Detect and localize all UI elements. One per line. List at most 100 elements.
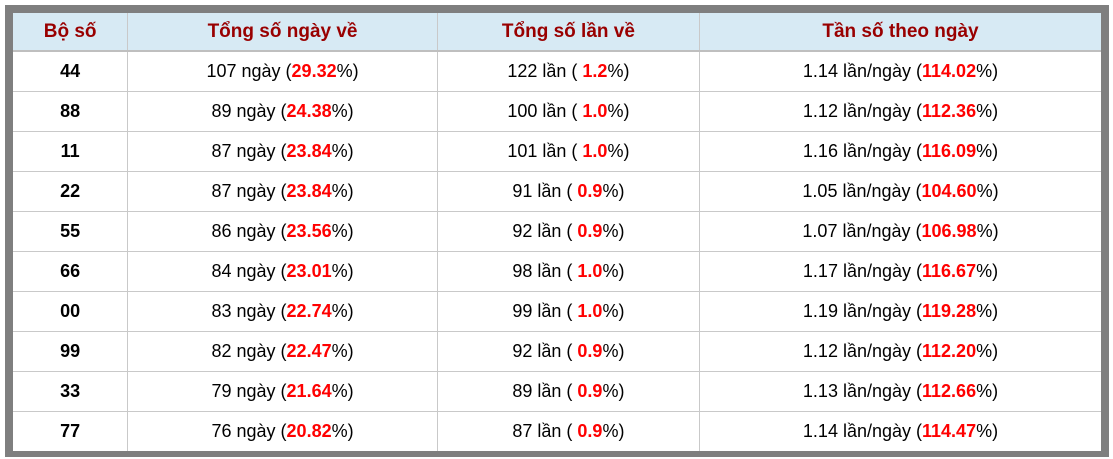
times-text-pre: 101 lần ( <box>507 140 583 161</box>
stats-table-frame: Bộ số Tổng số ngày về Tổng số lần về Tần… <box>5 5 1109 457</box>
times-text-post: %) <box>607 100 630 121</box>
times-text-pre: 89 lần ( <box>512 380 578 401</box>
freq-text-post: %) <box>976 180 999 201</box>
days-text-pre: 89 ngày ( <box>211 100 287 121</box>
days-percent-value: 22.47 <box>286 340 332 361</box>
times-cell: 92 lần ( 0.9%) <box>437 331 701 372</box>
days-text-post: %) <box>331 140 354 161</box>
times-text-post: %) <box>607 140 630 161</box>
header-row: Bộ số Tổng số ngày về Tổng số lần về Tần… <box>13 13 1101 52</box>
pair-cell: 11 <box>13 131 129 172</box>
times-text-post: %) <box>602 260 625 281</box>
times-text-post: %) <box>602 220 625 241</box>
column-header-freq: Tần số theo ngày <box>699 13 1101 52</box>
times-cell: 99 lần ( 1.0%) <box>437 291 701 332</box>
freq-text-post: %) <box>976 140 999 161</box>
table-row: 33 79 ngày (21.64%) 89 lần ( 0.9%) 1.13 … <box>13 371 1101 412</box>
times-percent-value: 0.9 <box>577 220 603 241</box>
days-percent-value: 22.74 <box>286 300 332 321</box>
times-percent-value: 1.0 <box>582 140 608 161</box>
freq-percent-value: 106.98 <box>921 220 977 241</box>
freq-text-post: %) <box>976 100 999 121</box>
days-text-post: %) <box>331 220 354 241</box>
days-text-post: %) <box>331 180 354 201</box>
pair-cell: 77 <box>13 411 129 451</box>
times-text-post: %) <box>602 380 625 401</box>
pair-cell: 88 <box>13 91 129 132</box>
times-cell: 89 lần ( 0.9%) <box>437 371 701 412</box>
days-percent-value: 29.32 <box>291 60 337 81</box>
times-cell: 98 lần ( 1.0%) <box>437 251 701 292</box>
days-percent-value: 20.82 <box>286 420 332 441</box>
times-cell: 101 lần ( 1.0%) <box>437 131 701 172</box>
table-row: 44 107 ngày (29.32%) 122 lần ( 1.2%) 1.1… <box>13 51 1101 92</box>
times-percent-value: 1.0 <box>577 300 603 321</box>
days-text-pre: 87 ngày ( <box>211 180 287 201</box>
times-percent-value: 1.2 <box>582 60 608 81</box>
days-percent-value: 24.38 <box>286 100 332 121</box>
days-text-post: %) <box>331 260 354 281</box>
freq-cell: 1.14 lần/ngày (114.47%) <box>699 411 1101 451</box>
freq-percent-value: 116.09 <box>922 140 977 161</box>
times-text-post: %) <box>602 340 625 361</box>
times-cell: 92 lần ( 0.9%) <box>437 211 701 252</box>
days-text-post: %) <box>331 380 354 401</box>
times-text-pre: 87 lần ( <box>512 420 578 441</box>
times-text-pre: 122 lần ( <box>507 60 583 81</box>
freq-cell: 1.12 lần/ngày (112.20%) <box>699 331 1101 372</box>
table-row: 00 83 ngày (22.74%) 99 lần ( 1.0%) 1.19 … <box>13 291 1101 332</box>
times-text-post: %) <box>602 420 625 441</box>
days-text-post: %) <box>331 340 354 361</box>
freq-percent-value: 116.67 <box>922 260 977 281</box>
pair-cell: 55 <box>13 211 129 252</box>
freq-cell: 1.19 lần/ngày (119.28%) <box>699 291 1101 332</box>
freq-cell: 1.14 lần/ngày (114.02%) <box>699 51 1101 92</box>
days-percent-value: 23.84 <box>286 140 332 161</box>
times-text-pre: 91 lần ( <box>512 180 578 201</box>
times-cell: 87 lần ( 0.9%) <box>437 411 701 451</box>
column-header-pair: Bộ số <box>13 13 129 52</box>
days-text-post: %) <box>331 100 354 121</box>
freq-percent-value: 104.60 <box>921 180 977 201</box>
freq-text-post: %) <box>976 260 999 281</box>
freq-cell: 1.05 lần/ngày (104.60%) <box>699 171 1101 212</box>
days-cell: 107 ngày (29.32%) <box>127 51 438 92</box>
days-percent-value: 23.84 <box>286 180 332 201</box>
lottery-stats-table: Bộ số Tổng số ngày về Tổng số lần về Tần… <box>13 13 1101 451</box>
days-percent-value: 21.64 <box>286 380 332 401</box>
days-cell: 79 ngày (21.64%) <box>127 371 438 412</box>
days-cell: 87 ngày (23.84%) <box>127 131 438 172</box>
days-text-post: %) <box>331 420 354 441</box>
table-row: 55 86 ngày (23.56%) 92 lần ( 0.9%) 1.07 … <box>13 211 1101 252</box>
freq-cell: 1.12 lần/ngày (112.36%) <box>699 91 1101 132</box>
times-text-pre: 98 lần ( <box>512 260 578 281</box>
days-text-post: %) <box>336 60 359 81</box>
days-text-pre: 84 ngày ( <box>211 260 287 281</box>
table-row: 11 87 ngày (23.84%) 101 lần ( 1.0%) 1.16… <box>13 131 1101 172</box>
freq-text-pre: 1.12 lần/ngày ( <box>802 340 923 361</box>
freq-text-pre: 1.07 lần/ngày ( <box>802 220 922 241</box>
freq-text-pre: 1.14 lần/ngày ( <box>802 420 923 441</box>
freq-percent-value: 114.02 <box>922 60 977 81</box>
days-text-pre: 79 ngày ( <box>211 380 287 401</box>
freq-percent-value: 112.66 <box>922 380 977 401</box>
freq-text-post: %) <box>976 220 999 241</box>
table-row: 66 84 ngày (23.01%) 98 lần ( 1.0%) 1.17 … <box>13 251 1101 292</box>
freq-percent-value: 112.20 <box>922 340 977 361</box>
days-text-pre: 87 ngày ( <box>211 140 287 161</box>
days-percent-value: 23.01 <box>286 260 332 281</box>
days-cell: 89 ngày (24.38%) <box>127 91 438 132</box>
freq-text-post: %) <box>976 300 999 321</box>
pair-cell: 33 <box>13 371 129 412</box>
freq-text-post: %) <box>976 420 999 441</box>
times-percent-value: 1.0 <box>577 260 603 281</box>
times-cell: 91 lần ( 0.9%) <box>437 171 701 212</box>
times-text-post: %) <box>602 180 625 201</box>
times-percent-value: 0.9 <box>577 420 603 441</box>
times-text-pre: 92 lần ( <box>512 220 578 241</box>
pair-cell: 00 <box>13 291 129 332</box>
times-text-post: %) <box>607 60 630 81</box>
column-header-times: Tổng số lần về <box>437 13 701 52</box>
freq-percent-value: 112.36 <box>922 100 977 121</box>
freq-text-post: %) <box>976 60 999 81</box>
